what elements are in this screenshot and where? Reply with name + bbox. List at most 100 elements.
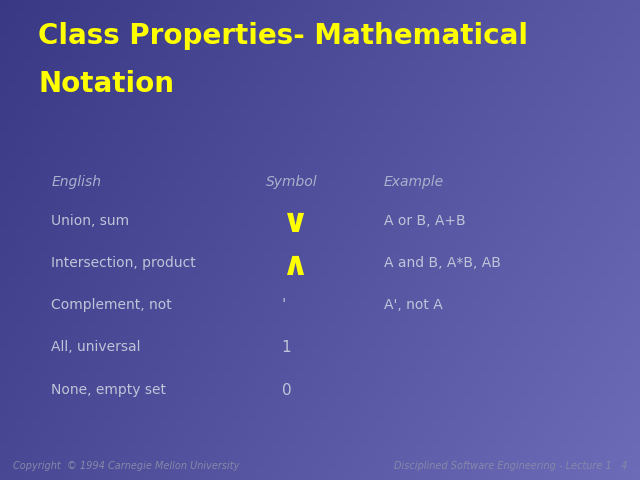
Bar <box>56 300 64 306</box>
Bar <box>376 450 384 456</box>
Bar <box>616 222 624 228</box>
Bar <box>64 240 72 246</box>
Bar <box>288 384 296 390</box>
Bar <box>168 300 176 306</box>
Bar <box>184 156 192 162</box>
Bar <box>304 84 312 90</box>
Bar <box>88 84 96 90</box>
Bar <box>88 60 96 66</box>
Bar <box>336 36 344 42</box>
Bar <box>208 132 216 138</box>
Bar <box>360 276 368 282</box>
Bar <box>472 312 480 318</box>
Bar <box>408 114 416 120</box>
Bar <box>528 372 536 378</box>
Bar <box>520 102 528 108</box>
Bar <box>304 450 312 456</box>
Bar <box>184 54 192 60</box>
Bar <box>200 462 208 468</box>
Bar <box>160 444 168 450</box>
Bar <box>392 366 400 372</box>
Bar <box>624 156 632 162</box>
Bar <box>32 342 40 348</box>
Bar <box>160 420 168 426</box>
Bar <box>544 270 552 276</box>
Bar <box>184 18 192 24</box>
Bar <box>528 366 536 372</box>
Bar <box>584 210 592 216</box>
Bar <box>24 348 32 354</box>
Bar <box>352 366 360 372</box>
Bar <box>8 186 16 192</box>
Bar <box>480 30 488 36</box>
Bar <box>16 288 24 294</box>
Bar <box>552 36 560 42</box>
Bar <box>8 234 16 240</box>
Bar <box>304 324 312 330</box>
Bar <box>392 384 400 390</box>
Bar <box>288 228 296 234</box>
Bar <box>576 150 584 156</box>
Bar <box>608 444 616 450</box>
Bar <box>384 264 392 270</box>
Bar <box>112 360 120 366</box>
Bar <box>472 114 480 120</box>
Bar <box>568 216 576 222</box>
Bar <box>408 78 416 84</box>
Bar <box>240 234 248 240</box>
Bar <box>400 426 408 432</box>
Bar <box>224 318 232 324</box>
Bar <box>608 78 616 84</box>
Bar <box>32 162 40 168</box>
Bar <box>336 6 344 12</box>
Bar <box>368 240 376 246</box>
Bar <box>184 432 192 438</box>
Bar <box>296 324 304 330</box>
Bar <box>472 36 480 42</box>
Bar <box>240 120 248 126</box>
Bar <box>224 462 232 468</box>
Bar <box>56 66 64 72</box>
Bar <box>624 426 632 432</box>
Bar <box>520 288 528 294</box>
Bar <box>624 324 632 330</box>
Bar <box>144 60 152 66</box>
Bar <box>16 342 24 348</box>
Bar <box>568 144 576 150</box>
Bar <box>360 186 368 192</box>
Bar <box>8 150 16 156</box>
Bar <box>584 102 592 108</box>
Bar <box>104 222 112 228</box>
Bar <box>424 204 432 210</box>
Bar <box>480 312 488 318</box>
Bar <box>304 78 312 84</box>
Bar <box>104 186 112 192</box>
Bar <box>616 78 624 84</box>
Bar <box>400 18 408 24</box>
Bar <box>208 6 216 12</box>
Bar <box>168 228 176 234</box>
Bar <box>80 246 88 252</box>
Bar <box>424 18 432 24</box>
Bar <box>400 462 408 468</box>
Bar <box>464 450 472 456</box>
Bar <box>136 438 144 444</box>
Bar <box>80 324 88 330</box>
Bar <box>400 336 408 342</box>
Bar <box>40 378 48 384</box>
Bar <box>40 444 48 450</box>
Bar <box>168 438 176 444</box>
Bar <box>552 132 560 138</box>
Bar <box>248 264 256 270</box>
Bar <box>352 390 360 396</box>
Bar <box>120 204 128 210</box>
Bar <box>296 18 304 24</box>
Bar <box>432 336 440 342</box>
Bar <box>280 234 288 240</box>
Bar <box>304 444 312 450</box>
Bar <box>80 18 88 24</box>
Bar <box>544 252 552 258</box>
Bar <box>280 102 288 108</box>
Bar <box>16 186 24 192</box>
Bar <box>304 372 312 378</box>
